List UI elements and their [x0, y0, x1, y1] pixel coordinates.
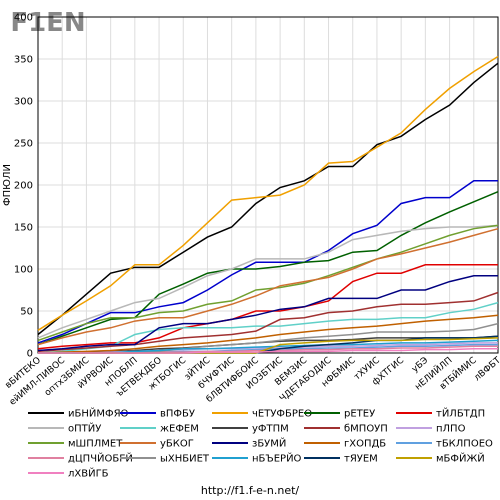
x-tick-label: лВФБТ	[472, 355, 500, 383]
y-tick-label: 100	[14, 265, 33, 276]
y-tick-label: 300	[14, 97, 33, 108]
series-line	[37, 274, 498, 352]
legend-label: нБЪЕРЙО	[252, 452, 302, 465]
y-tick-label: 200	[14, 181, 33, 192]
series-line	[38, 348, 498, 354]
legend-label: рЕТЕУ	[344, 409, 375, 420]
legend-label: тЯУЕМ	[344, 454, 378, 465]
series-line	[37, 227, 499, 346]
series-line	[37, 62, 499, 336]
y-tick-label: 400	[14, 13, 33, 24]
series-line	[37, 291, 499, 353]
y-tick-label: 150	[14, 223, 33, 234]
legend-label: уБКОГ	[160, 439, 194, 450]
y-tick-label: 350	[14, 55, 33, 66]
legend-label: пЛПО	[436, 424, 466, 435]
legend-label: чЕТУФБРЕО	[252, 409, 312, 420]
series-line	[37, 264, 498, 350]
logo: F1EN	[10, 8, 85, 38]
series-line	[37, 224, 499, 339]
legend-label: уФТПМ	[252, 424, 289, 435]
legend-label: ыХНБИЕТ	[160, 454, 210, 465]
legend-label: тБКЛПОЕО	[436, 439, 493, 450]
legend-label: мШПЛМЕТ	[68, 439, 123, 450]
footer: http://f1.f-e-n.net/	[201, 484, 300, 497]
series-line	[37, 55, 499, 331]
y-tick-label: 50	[20, 307, 33, 318]
legend-label: мБФЙЖЙ	[436, 452, 485, 465]
plot-frame	[37, 16, 499, 354]
legend-label: дЦПЧЙОБГЙ	[68, 452, 133, 465]
series-line	[37, 314, 499, 354]
series-line	[37, 191, 499, 346]
legend-label: иБНЙМФЯО	[68, 407, 129, 420]
series-line	[37, 180, 498, 344]
y-tick-label: 250	[14, 139, 33, 150]
legend-label: вПФБУ	[160, 409, 195, 420]
logo-box	[4, 6, 98, 38]
y-tick-label: 0	[27, 349, 33, 360]
legend-label: зБУМЙ	[252, 437, 286, 450]
legend-label: оПТЙУ	[68, 422, 101, 435]
legend-label: жЕФЕМ	[160, 424, 199, 435]
series-line	[37, 224, 499, 342]
legend-label: лХВЙГБ	[68, 467, 109, 480]
legend-label: гХОПДБ	[344, 439, 386, 450]
legend-label: тЙЛБТДП	[436, 407, 485, 420]
legend-label: бМПОУП	[344, 424, 388, 435]
y-axis-label: ФПЮЛИ	[2, 164, 13, 206]
